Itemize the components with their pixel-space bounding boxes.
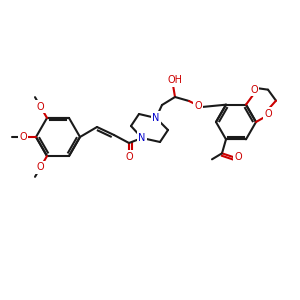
- Text: O: O: [250, 85, 258, 95]
- Text: O: O: [37, 162, 44, 172]
- Text: O: O: [37, 102, 44, 112]
- Text: O: O: [264, 109, 272, 119]
- Text: O: O: [234, 152, 242, 162]
- Text: O: O: [125, 152, 133, 162]
- Text: O: O: [194, 101, 202, 111]
- Text: N: N: [152, 113, 160, 123]
- Text: N: N: [138, 133, 146, 143]
- Text: O: O: [19, 132, 27, 142]
- Text: OH: OH: [167, 75, 182, 85]
